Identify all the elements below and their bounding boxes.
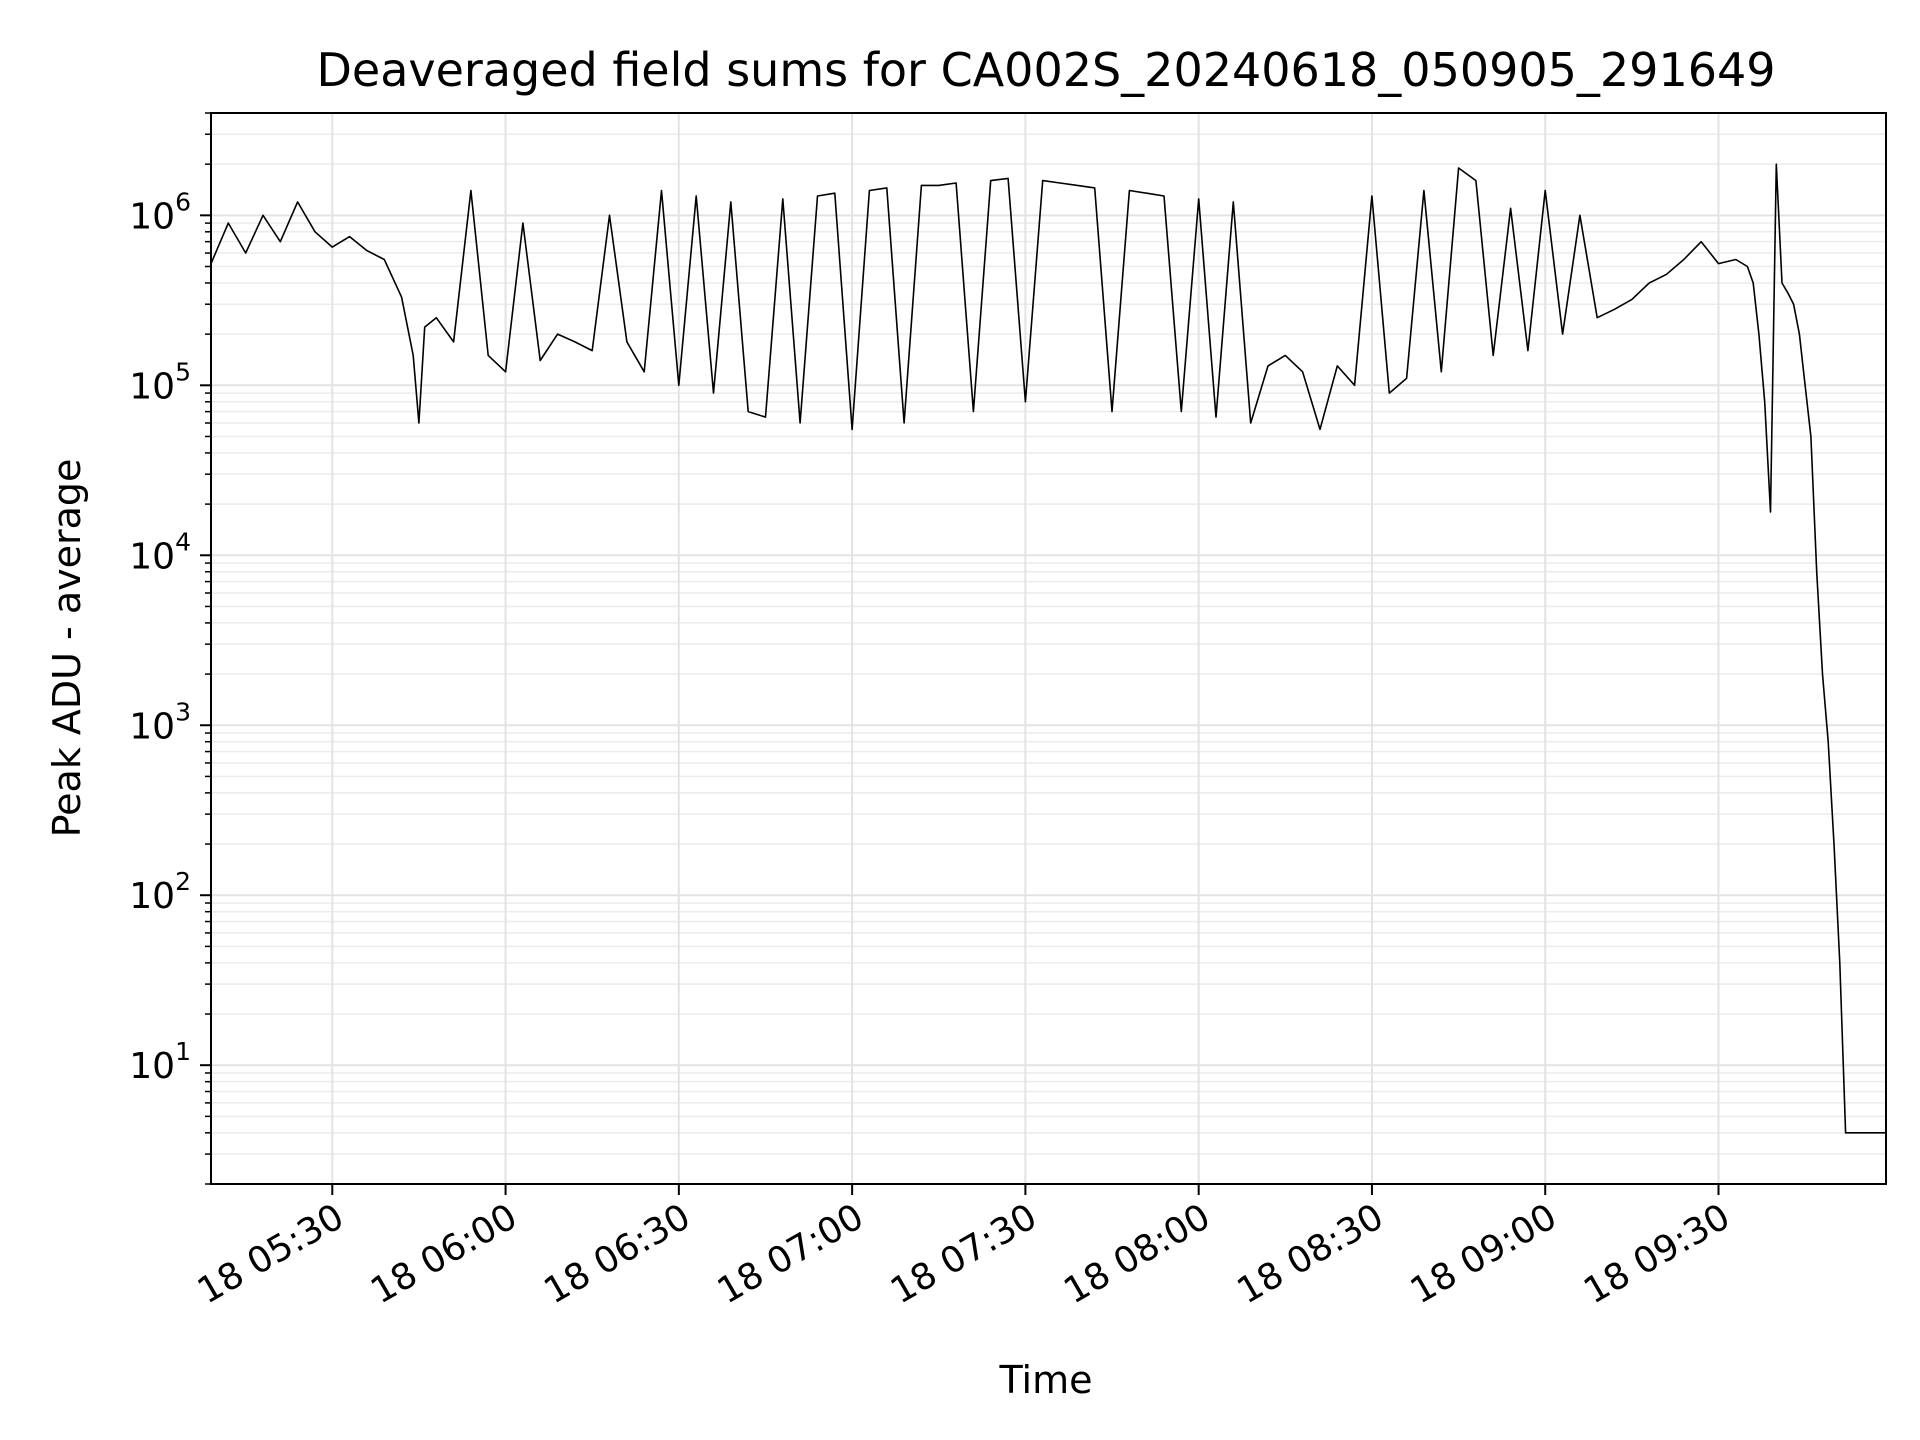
series-line-group bbox=[210, 163, 1886, 1134]
y-tick-label: 105 bbox=[129, 357, 191, 407]
x-axis-label: Time bbox=[999, 1358, 1093, 1402]
y-tick-label: 102 bbox=[129, 867, 191, 917]
chart-title: Deaveraged field sums for CA002S_2024061… bbox=[316, 43, 1775, 97]
y-axis: 101 102 103 104 105 106 bbox=[129, 112, 211, 1185]
y-tick-label: 104 bbox=[129, 527, 191, 577]
y-tick-label: 106 bbox=[129, 187, 191, 237]
y-tick-label: 101 bbox=[129, 1037, 191, 1087]
y-axis-label: Peak ADU - average bbox=[45, 459, 89, 838]
grid bbox=[211, 112, 1886, 1185]
y-tick-label: 103 bbox=[129, 697, 191, 747]
plot-frame bbox=[210, 112, 1887, 1185]
series-line bbox=[210, 163, 1886, 1134]
